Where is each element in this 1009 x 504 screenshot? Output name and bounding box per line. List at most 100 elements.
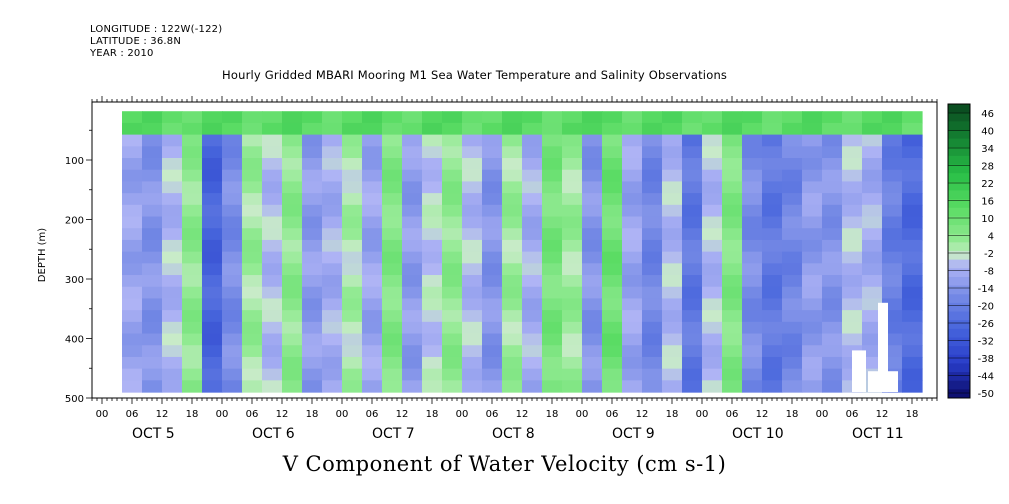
heatmap-cell	[742, 228, 763, 241]
heatmap-cell	[242, 345, 263, 358]
heatmap-cell	[622, 286, 643, 300]
colorbar-swatch	[948, 294, 970, 304]
heatmap-cell	[162, 286, 183, 300]
heatmap-cell	[742, 333, 763, 346]
heatmap-cell	[502, 356, 523, 370]
heatmap-cell	[622, 239, 643, 253]
heatmap-cell	[542, 146, 563, 159]
heatmap-cell	[682, 286, 703, 300]
heatmap-cell	[362, 333, 383, 346]
heatmap-cell	[482, 345, 503, 358]
heatmap-cell	[582, 193, 603, 206]
heatmap-cell	[402, 228, 423, 241]
heatmap-cell	[762, 146, 783, 159]
heatmap-cell	[562, 122, 583, 136]
heatmap-cell	[182, 158, 203, 171]
heatmap-cell	[902, 275, 923, 288]
heatmap-cell	[882, 251, 903, 264]
heatmap-cell	[442, 380, 463, 393]
heatmap-cell	[742, 275, 763, 288]
heatmap-cell	[382, 286, 403, 300]
heatmap-cell	[222, 263, 243, 276]
heatmap-cell	[302, 228, 323, 241]
heatmap-cell	[562, 380, 583, 393]
heatmap-cell	[142, 134, 163, 147]
colorbar-swatch	[948, 181, 970, 191]
heatmap-cell	[582, 286, 603, 300]
heatmap-cell	[702, 263, 723, 276]
heatmap-cell	[422, 216, 443, 229]
heatmap-cell	[322, 345, 343, 358]
heatmap-cell	[422, 321, 443, 335]
heatmap-cell	[902, 333, 923, 346]
heatmap-cell	[522, 333, 543, 346]
heatmap-cell	[122, 310, 143, 323]
x-hour-tick-label: 18	[546, 409, 559, 420]
heatmap-cell	[402, 216, 423, 229]
heatmap-cell	[222, 298, 243, 311]
heatmap-cell	[802, 204, 823, 218]
heatmap-cell	[522, 310, 543, 323]
heatmap-cell	[902, 111, 923, 124]
heatmap-cell	[822, 345, 843, 358]
heatmap-cell	[582, 356, 603, 370]
heatmap-cell	[422, 333, 443, 346]
heatmap-cell	[302, 356, 323, 370]
heatmap-cell	[162, 251, 183, 264]
heatmap-cell	[542, 298, 563, 311]
heatmap-cell	[742, 263, 763, 276]
heatmap-cell	[462, 263, 483, 276]
heatmap-cell	[182, 146, 203, 159]
heatmap-cell	[422, 310, 443, 323]
heatmap-cell	[262, 216, 283, 229]
heatmap-cell	[702, 345, 723, 358]
colorbar-swatch	[948, 207, 970, 217]
heatmap-cell	[202, 158, 223, 171]
heatmap-cell	[462, 111, 483, 124]
heatmap-cell	[362, 321, 383, 335]
heatmap-cell	[142, 298, 163, 311]
heatmap-cell	[382, 134, 403, 147]
heatmap-cell	[402, 251, 423, 264]
heatmap-cell	[702, 368, 723, 381]
heatmap-cell	[822, 263, 843, 276]
heatmap-cell	[202, 146, 223, 159]
heatmap-cell	[602, 134, 623, 147]
x-day-label: OCT 8	[492, 426, 535, 442]
heatmap-cell	[602, 193, 623, 206]
heatmap-cell	[762, 251, 783, 264]
heatmap-cell	[162, 356, 183, 370]
heatmap-cell	[422, 298, 443, 311]
y-tick-label: 500	[65, 394, 84, 405]
heatmap-cell	[322, 275, 343, 288]
heatmap-cell	[322, 181, 343, 194]
heatmap-cell	[802, 333, 823, 346]
heatmap-cell	[202, 193, 223, 206]
heatmap-cell	[442, 169, 463, 183]
heatmap-cell	[162, 333, 183, 346]
colorbar-label: -38	[978, 354, 994, 365]
heatmap-cell	[302, 275, 323, 288]
heatmap-cell	[722, 228, 743, 241]
colorbar-label: -20	[978, 302, 994, 313]
heatmap-cell	[402, 286, 423, 300]
heatmap-cell	[482, 239, 503, 253]
heatmap-cell	[822, 239, 843, 253]
heatmap-cell	[582, 111, 603, 124]
heatmap-cell	[342, 216, 363, 229]
heatmap-cell	[602, 122, 623, 136]
heatmap-cell	[162, 204, 183, 218]
heatmap-cell	[202, 286, 223, 300]
heatmap-cell	[362, 216, 383, 229]
heatmap-cell	[842, 321, 863, 335]
heatmap-cell	[222, 204, 243, 218]
heatmap-cell	[542, 380, 563, 393]
heatmap-cell	[282, 204, 303, 218]
heatmap-cell	[502, 169, 523, 183]
heatmap-cell	[142, 181, 163, 194]
heatmap-cell	[262, 181, 283, 194]
colorbar-swatch	[948, 302, 970, 313]
heatmap-cell	[862, 263, 883, 276]
heatmap-cell	[542, 158, 563, 171]
heatmap-cell	[422, 146, 443, 159]
